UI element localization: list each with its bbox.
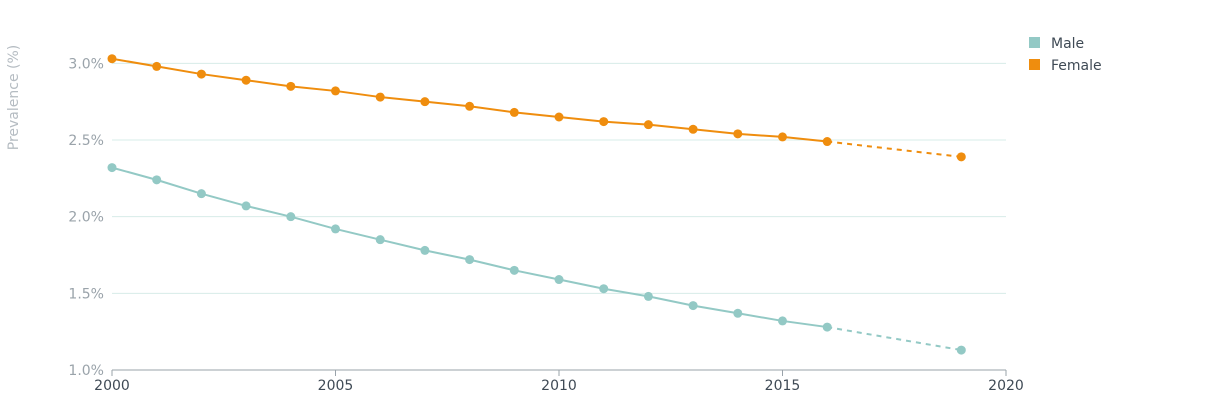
female-projection-line: [827, 140, 962, 158]
female-legend-label: Female: [1051, 58, 1102, 74]
y-tick-label: 2.0%: [68, 210, 104, 226]
x-axis-ticks: 2000 2005 2010 2015 2020: [94, 370, 1024, 394]
female-data-point: [196, 69, 206, 79]
male-data-point: [599, 284, 609, 294]
female-data-point: [643, 120, 653, 130]
female-data-point: [465, 101, 475, 111]
y-tick-label: 1.0%: [68, 363, 104, 379]
male-data-point: [152, 175, 162, 185]
y-tick-label: 1.5%: [68, 286, 104, 302]
male-data-point: [331, 224, 340, 234]
y-axis-title: Prevalence (%): [6, 45, 22, 151]
female-series-line: [111, 57, 828, 143]
female-data-point: [375, 92, 385, 102]
legend: Male Female: [1029, 36, 1102, 74]
male-data-point: [465, 255, 475, 265]
male-legend-swatch: [1029, 37, 1040, 48]
female-data-point: [509, 107, 519, 117]
male-data-point: [778, 316, 787, 326]
female-data-point: [554, 112, 564, 122]
series-group: [107, 54, 966, 355]
y-tick-label: 2.5%: [68, 133, 104, 149]
male-data-point: [241, 201, 251, 211]
x-tick-label: 2015: [765, 378, 801, 394]
male-data-point: [107, 163, 117, 173]
female-data-point: [107, 54, 117, 64]
female-data-point: [331, 86, 340, 96]
male-data-point: [643, 291, 653, 301]
female-data-point: [822, 137, 832, 147]
x-tick-label: 2020: [988, 378, 1024, 394]
male-data-point: [733, 308, 743, 318]
male-data-point: [509, 265, 519, 275]
female-data-point: [152, 61, 162, 71]
male-data-point: [286, 212, 296, 222]
male-data-point: [956, 345, 966, 355]
female-data-point: [733, 129, 743, 139]
female-data-point: [956, 152, 966, 162]
x-tick-label: 2010: [541, 378, 577, 394]
male-data-point: [196, 189, 206, 199]
female-data-point: [599, 117, 609, 127]
y-axis-ticks: 1.0% 1.5% 2.0% 2.5% 3.0%: [68, 56, 104, 379]
female-data-point: [420, 97, 430, 107]
male-data-point: [375, 235, 385, 245]
male-data-point: [420, 245, 430, 255]
grid: [112, 62, 1006, 294]
x-tick-label: 2000: [94, 378, 130, 394]
male-data-point: [554, 275, 564, 285]
female-legend-swatch: [1029, 59, 1040, 70]
male-data-point: [688, 301, 698, 311]
x-tick-label: 2005: [318, 378, 354, 394]
male-projection-line: [827, 326, 962, 352]
male-legend-label: Male: [1051, 36, 1084, 52]
male-data-point: [822, 322, 832, 332]
female-data-point: [286, 81, 296, 91]
female-data-point: [241, 75, 251, 85]
female-data-point: [778, 132, 787, 142]
female-data-point: [688, 124, 698, 134]
male-series-line: [111, 166, 828, 329]
y-tick-label: 3.0%: [68, 56, 104, 72]
